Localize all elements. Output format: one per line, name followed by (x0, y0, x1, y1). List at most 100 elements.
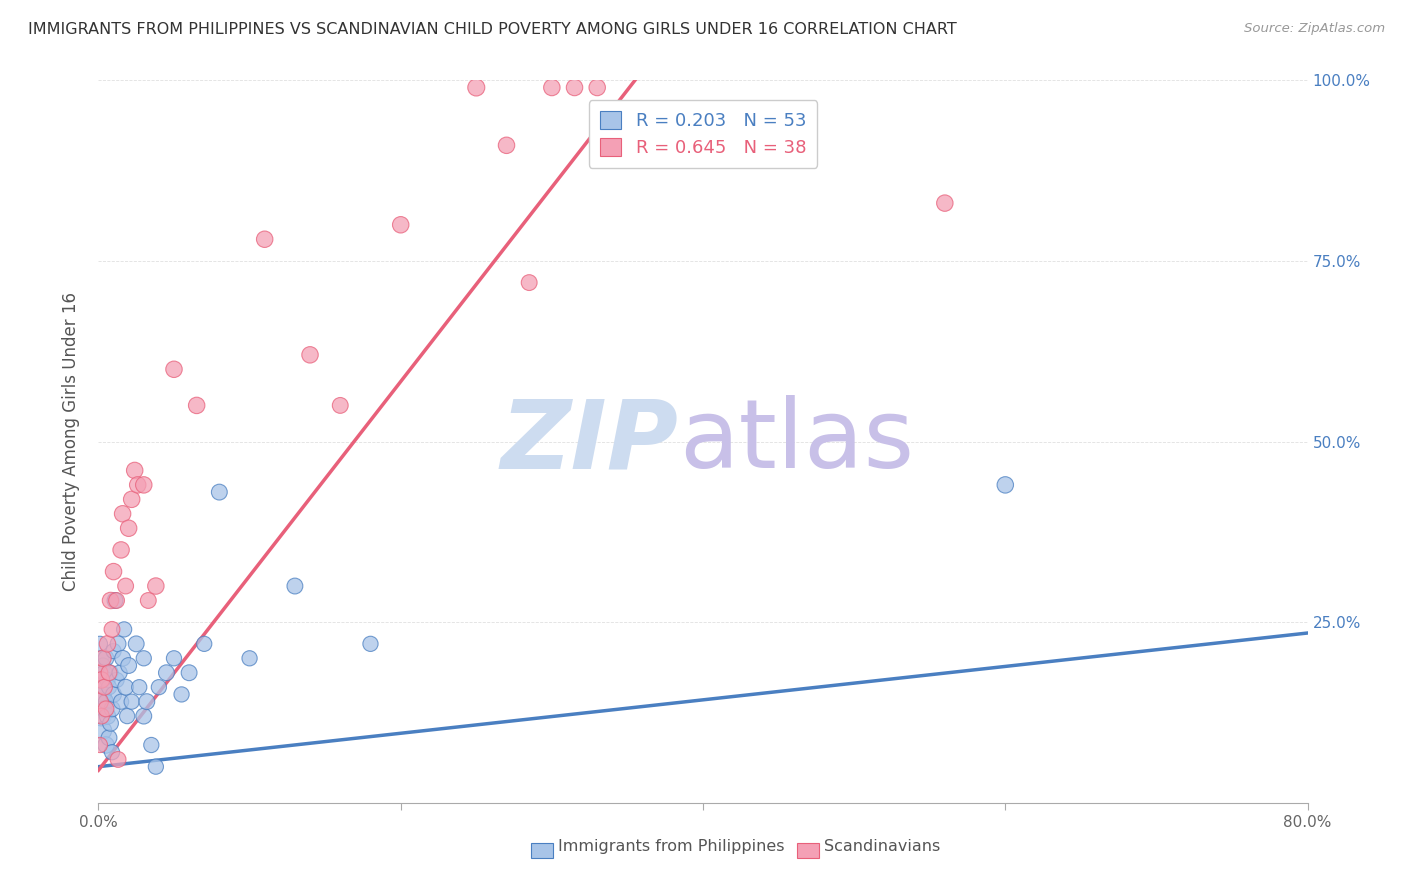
Point (208, 485, 231, 500)
Point (103, 565, 125, 579)
Point (94, 695, 117, 709)
Point (127, 478, 149, 492)
Text: IMMIGRANTS FROM PHILIPPINES VS SCANDINAVIAN CHILD POVERTY AMONG GIRLS UNDER 16 C: IMMIGRANTS FROM PHILIPPINES VS SCANDINAV… (28, 22, 957, 37)
Point (114, 680, 136, 694)
Text: Scandinavians: Scandinavians (824, 838, 941, 854)
Point (994, 478, 1017, 492)
Point (934, 196, 956, 211)
Point (93, 665, 115, 680)
Point (105, 593, 128, 607)
Point (89, 665, 111, 680)
Point (101, 623, 124, 637)
Point (101, 702, 124, 716)
Point (104, 593, 127, 607)
Point (90, 673, 112, 687)
Point (103, 687, 125, 701)
Point (253, 232, 276, 246)
Point (145, 579, 167, 593)
Point (90, 651, 112, 665)
Point (299, 348, 322, 362)
Point (98, 680, 121, 694)
Point (100, 593, 122, 607)
Point (110, 695, 132, 709)
Point (112, 623, 135, 637)
Point (89, 738, 111, 752)
Point (179, 665, 201, 680)
Point (132, 651, 155, 665)
Point (89, 665, 111, 680)
Point (329, 398, 352, 412)
Point (495, 138, 517, 153)
Point (107, 752, 129, 766)
Point (96, 709, 118, 723)
Point (136, 593, 159, 607)
Point (115, 709, 138, 723)
Point (121, 695, 143, 709)
Point (118, 658, 141, 673)
Point (118, 521, 141, 535)
Point (93, 702, 115, 716)
Point (389, 218, 412, 232)
Point (89, 695, 111, 709)
Point (540, 80, 562, 95)
Point (517, 276, 540, 290)
Bar (531, 843, 553, 858)
Point (107, 637, 129, 651)
Point (124, 463, 146, 477)
Point (145, 760, 167, 774)
Point (96, 673, 118, 687)
Point (94, 702, 117, 716)
Point (148, 680, 170, 694)
Point (155, 665, 177, 680)
Text: Immigrants from Philippines: Immigrants from Philippines (558, 838, 785, 854)
Point (163, 362, 186, 376)
Point (465, 80, 488, 95)
Point (114, 579, 136, 593)
Point (110, 542, 132, 557)
Point (111, 651, 134, 665)
Point (186, 398, 208, 412)
Point (91, 651, 114, 665)
Text: Source: ZipAtlas.com: Source: ZipAtlas.com (1244, 22, 1385, 36)
Point (128, 680, 150, 694)
Point (564, 80, 586, 95)
Point (91, 723, 114, 738)
Bar (797, 843, 820, 858)
Point (193, 637, 215, 651)
Point (284, 579, 307, 593)
Point (94, 738, 117, 752)
Point (163, 651, 186, 665)
Point (132, 478, 155, 492)
Legend: R = 0.203   N = 53, R = 0.645   N = 38: R = 0.203 N = 53, R = 0.645 N = 38 (589, 100, 817, 168)
Point (586, 80, 609, 95)
Point (360, 637, 382, 651)
Point (239, 651, 262, 665)
Point (103, 644, 125, 658)
Point (98, 731, 121, 745)
Point (132, 709, 155, 723)
Point (90, 709, 112, 723)
Text: atlas: atlas (679, 395, 914, 488)
Y-axis label: Child Poverty Among Girls Under 16: Child Poverty Among Girls Under 16 (62, 292, 80, 591)
Point (94, 651, 117, 665)
Point (135, 695, 157, 709)
Point (108, 665, 131, 680)
Point (89, 637, 111, 651)
Point (96, 637, 118, 651)
Point (90, 709, 112, 723)
Point (125, 637, 148, 651)
Point (90, 673, 112, 687)
Point (91, 687, 114, 701)
Point (89, 695, 111, 709)
Point (100, 665, 122, 680)
Text: ZIP: ZIP (501, 395, 679, 488)
Point (98, 665, 121, 680)
Point (93, 680, 115, 694)
Point (111, 507, 134, 521)
Point (100, 716, 122, 731)
Point (121, 492, 143, 507)
Point (141, 738, 163, 752)
Point (170, 687, 193, 701)
Point (101, 745, 124, 759)
Point (105, 673, 128, 687)
